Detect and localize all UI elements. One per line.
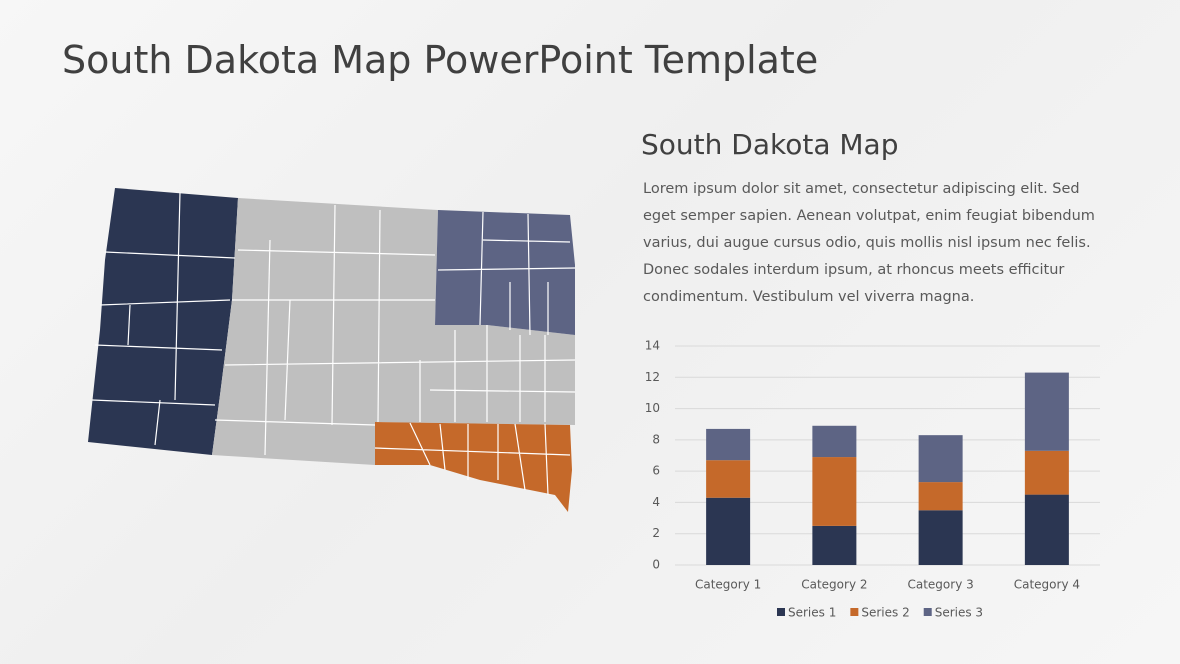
x-tick-label: Category 2: [801, 578, 867, 592]
y-tick-label: 14: [645, 339, 660, 353]
bar-segment: [1024, 494, 1069, 565]
map-region-west: [88, 188, 238, 455]
x-tick-label: Category 4: [1014, 578, 1080, 592]
map-region-central: [212, 198, 575, 465]
bar-segment: [812, 457, 857, 526]
bar-segment: [1024, 372, 1069, 451]
legend-label: Series 2: [861, 606, 909, 620]
y-tick-label: 8: [652, 432, 660, 446]
bar-segment: [918, 435, 963, 483]
bar-segment: [706, 497, 751, 565]
legend-swatch: [850, 608, 859, 616]
slide-title: South Dakota Map PowerPoint Template: [62, 38, 819, 82]
bar-segment: [918, 482, 963, 511]
map-region-southeast: [375, 422, 572, 512]
county-lines: [91, 191, 576, 496]
x-tick-label: Category 3: [907, 578, 973, 592]
body-text: Lorem ipsum dolor sit amet, consectetur …: [643, 181, 1095, 305]
bar-segment: [706, 428, 751, 461]
y-tick-label: 0: [652, 558, 660, 572]
legend-swatch: [923, 608, 932, 616]
bar-segment: [1024, 450, 1069, 495]
legend-swatch: [777, 608, 785, 616]
bar-segment: [918, 510, 963, 565]
legend-label: Series 1: [788, 606, 836, 620]
bar-segment: [812, 525, 857, 565]
bar-segment: [812, 425, 857, 458]
x-tick-label: Category 1: [695, 578, 761, 592]
section-heading: South Dakota Map: [641, 128, 899, 161]
y-tick-label: 10: [645, 401, 660, 415]
y-tick-label: 4: [652, 495, 660, 509]
y-tick-label: 6: [652, 464, 660, 478]
y-tick-label: 12: [645, 370, 660, 384]
legend-label: Series 3: [935, 606, 983, 620]
state-map: [88, 188, 576, 512]
y-tick-label: 2: [652, 526, 660, 540]
bar-segment: [706, 460, 751, 498]
